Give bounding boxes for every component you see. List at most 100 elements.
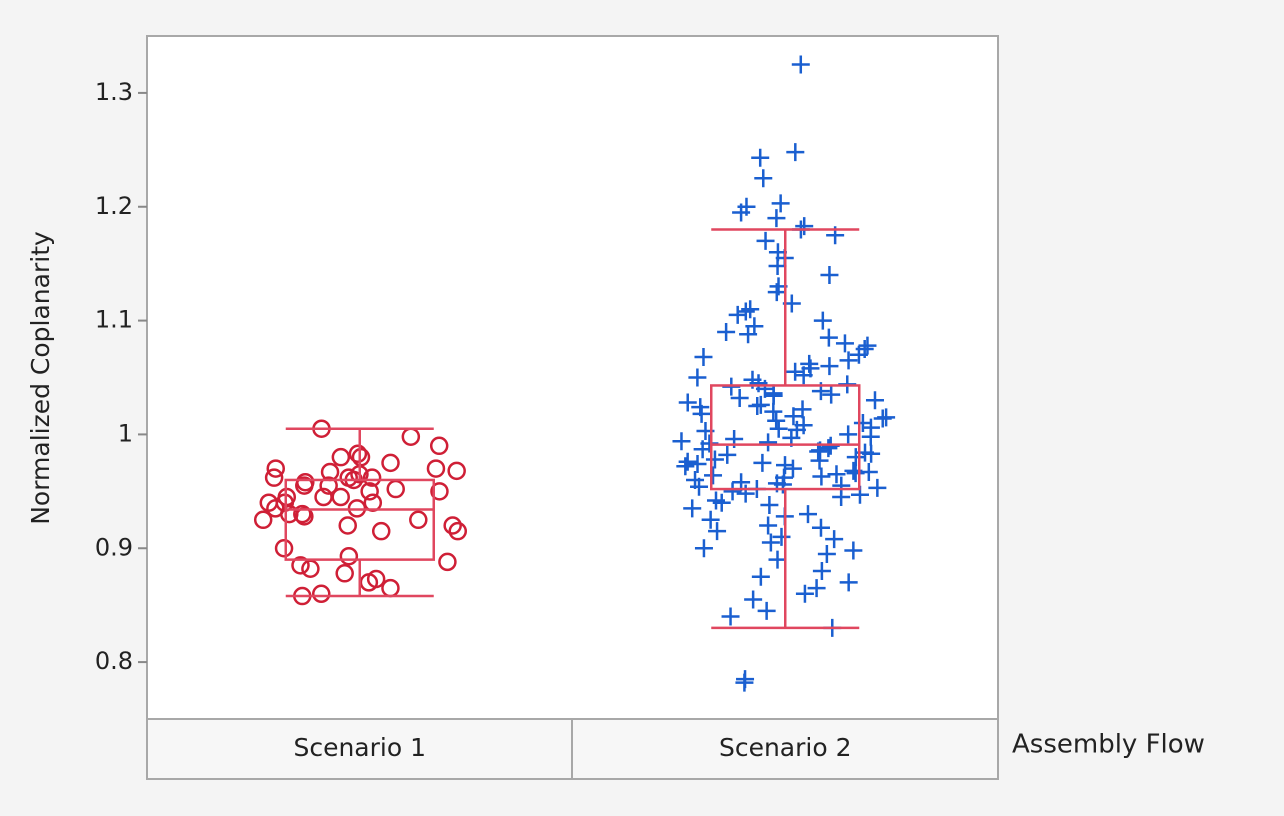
data-point (800, 354, 819, 373)
data-point (693, 440, 712, 459)
data-point (764, 402, 783, 421)
x-tick-label: Scenario 2 (719, 733, 852, 762)
data-point (772, 527, 791, 546)
data-point (835, 334, 854, 353)
data-point (817, 544, 836, 563)
data-point (844, 541, 863, 560)
data-point (314, 487, 333, 507)
data-point (678, 452, 697, 471)
y-axis-title: Normalized Coplanarity (26, 231, 55, 525)
data-point (678, 393, 697, 412)
data-point (853, 414, 872, 433)
data-point (819, 328, 838, 347)
data-point (858, 336, 877, 355)
data-point (274, 539, 294, 558)
data-point (409, 510, 428, 530)
data-point (759, 516, 778, 535)
data-point (849, 345, 868, 364)
data-point (672, 432, 691, 451)
data-point (694, 348, 713, 367)
data-point (259, 493, 279, 512)
data-point (744, 590, 763, 609)
data-point (756, 231, 775, 250)
data-point (819, 439, 838, 458)
data-point (795, 217, 814, 236)
data-point (794, 366, 813, 385)
data-point (735, 673, 754, 692)
data-point (873, 409, 892, 428)
data-point (295, 476, 314, 495)
data-point (751, 148, 770, 167)
data-point (827, 465, 846, 484)
data-point (810, 451, 829, 470)
data-point (694, 539, 713, 558)
data-point (312, 584, 331, 604)
data-point (784, 407, 803, 426)
data-point (253, 510, 273, 530)
data-point (426, 459, 446, 478)
data-point (736, 302, 755, 321)
data-point (820, 357, 839, 376)
data-point (448, 521, 468, 541)
data-point (761, 533, 780, 552)
data-point (868, 478, 887, 497)
data-point (683, 499, 702, 518)
data-point (771, 194, 790, 213)
data-point (362, 468, 382, 487)
data-point (708, 522, 727, 541)
data-point (371, 521, 391, 541)
data-point (786, 362, 805, 381)
data-point (798, 505, 817, 524)
data-point (264, 468, 284, 487)
data-point (754, 169, 773, 188)
data-point (751, 395, 770, 414)
data-point (430, 482, 449, 501)
y-tick-label: 1.2 (95, 192, 133, 220)
data-point (825, 530, 844, 549)
data-point (691, 398, 710, 417)
plot-area (146, 35, 999, 720)
data-point (319, 476, 338, 495)
y-tick-label: 1 (118, 419, 133, 447)
data-point (753, 453, 772, 472)
data-point (718, 445, 737, 464)
data-point (812, 467, 831, 486)
x-axis-title: Assembly Flow (1012, 730, 1205, 760)
data-point (769, 419, 788, 438)
data-point (704, 466, 723, 485)
data-point (793, 400, 812, 419)
data-point (291, 556, 310, 575)
data-point (768, 256, 787, 275)
data-point (447, 461, 466, 481)
data-point (751, 567, 770, 586)
data-point (787, 420, 806, 439)
x-tick-label: Scenario 1 (293, 733, 426, 762)
data-point (429, 436, 449, 456)
data-point (791, 55, 810, 74)
data-point (705, 450, 724, 469)
data-point (723, 482, 742, 501)
data-point (745, 317, 764, 336)
data-point (741, 300, 760, 319)
data-point (839, 425, 858, 444)
data-point (266, 459, 285, 478)
data-point (786, 143, 805, 162)
data-point (690, 477, 709, 496)
data-point (760, 495, 779, 514)
y-tick-label: 0.9 (95, 533, 133, 561)
data-point (331, 447, 351, 467)
y-tick-label: 1.3 (95, 78, 133, 106)
data-point (728, 305, 747, 324)
data-point (832, 476, 851, 495)
data-point (280, 504, 299, 524)
data-point (759, 433, 778, 452)
data-point (443, 516, 462, 535)
data-point (859, 462, 878, 481)
data-point (732, 203, 751, 222)
data-point (861, 418, 880, 437)
data-point (348, 444, 368, 464)
data-point (767, 209, 786, 228)
data-point (839, 351, 858, 370)
data-point (764, 386, 783, 405)
